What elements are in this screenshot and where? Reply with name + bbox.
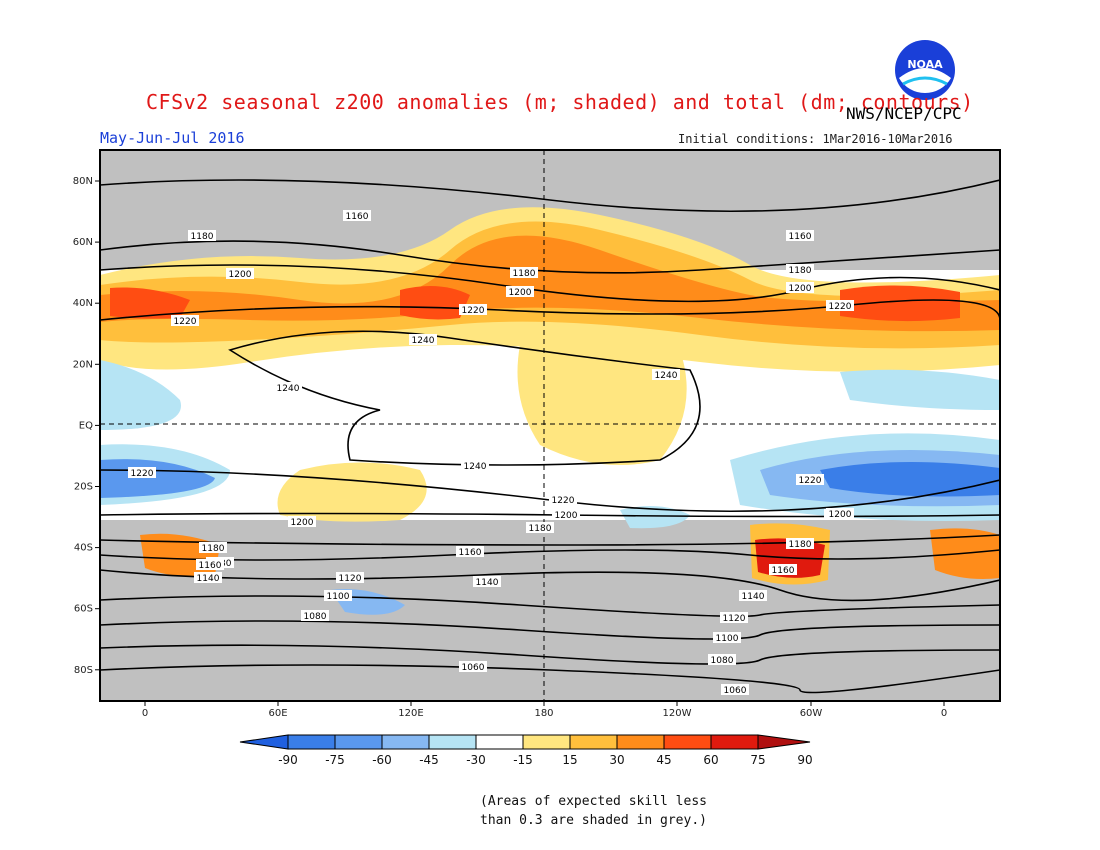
contour-label: 1240 [655,371,678,381]
forecast-period: May-Jun-Jul 2016 [100,129,245,147]
colorbar-label: -75 [325,753,345,767]
contour-label: 1140 [197,574,220,584]
contour-label: 1220 [829,302,852,312]
contour-label: 1140 [742,592,765,602]
contour-label: 1200 [555,511,578,521]
contour-label: 1160 [346,212,369,222]
colorbar-swatch [287,734,336,750]
contour-label: 1240 [464,462,487,472]
contour-label: 1220 [552,496,575,506]
colorbar-label: -45 [419,753,439,767]
map-title: CFSv2 seasonal z200 anomalies (m; shaded… [146,90,974,114]
colorbar-swatch [569,734,618,750]
colorbar-label: 90 [797,753,812,767]
lat-tick-label: 80N [73,176,93,187]
contour-label: 1240 [412,336,435,346]
colorbar-label: 15 [562,753,577,767]
contour-label: 1240 [277,384,300,394]
contour-label: 1100 [716,634,739,644]
colorbar-swatch [616,734,665,750]
lat-tick-label: 20S [74,482,93,493]
colorbar-swatch [663,734,712,750]
contour-label: 1160 [789,232,812,242]
noaa-logo-text: NOAA [907,58,943,71]
contour-label: 1160 [199,561,222,571]
colorbar-label: -30 [466,753,486,767]
org-label: NWS/NCEP/CPC [846,104,962,123]
contour-label: 1100 [327,592,350,602]
colorbar-swatch [710,734,759,750]
colorbar-label: 60 [703,753,718,767]
lat-tick-label: 40N [73,298,93,309]
colorbar-arrow-left [239,734,289,750]
colorbar-swatch [334,734,383,750]
contour-labels: 1160118011801160120012001180118012001200… [128,210,854,696]
noaa-logo: NOAA [893,38,957,102]
lon-tick-label: 0 [941,708,947,719]
initial-conditions: Initial conditions: 1Mar2016-10Mar2016 [678,132,953,146]
skill-note-line-2: than 0.3 are shaded in grey.) [480,813,707,828]
contour-label: 1200 [291,518,314,528]
contour-label: 1220 [131,469,154,479]
contour-label: 1120 [723,614,746,624]
lat-tick-label: 20N [73,359,93,370]
lat-tick-label: EQ [79,420,93,431]
lon-tick-label: 180 [534,708,553,719]
colorbar-label: 30 [609,753,624,767]
contour-label: 1200 [229,270,252,280]
contour-label: 1220 [799,476,822,486]
colorbar-label: 45 [656,753,671,767]
contour-label: 1180 [202,544,225,554]
colorbar-swatch [475,734,524,750]
contour-label: 1060 [724,686,747,696]
contour-label: 1180 [513,269,536,279]
contour-label: 1120 [339,574,362,584]
lon-tick-label: 120E [398,708,423,719]
contour-label: 1180 [191,232,214,242]
lon-tick-label: 60W [800,708,823,719]
contour-label: 1200 [789,284,812,294]
contour-label: 1200 [829,510,852,520]
contour-label: 1220 [462,306,485,316]
colorbar-label: -60 [372,753,392,767]
colorbar-swatch [381,734,430,750]
lat-tick-label: 40S [74,543,93,554]
skill-note-line-1: (Areas of expected skill less [480,794,707,809]
lon-tick-label: 120W [663,708,692,719]
colorbar-label: 75 [750,753,765,767]
contour-label: 1180 [789,540,812,550]
colorbar-arrow-right [757,734,811,750]
contour-label: 1080 [711,656,734,666]
colorbar-swatch [522,734,571,750]
lon-tick-label: 60E [268,708,287,719]
colorbar-swatch [428,734,477,750]
contour-label: 1180 [789,266,812,276]
colorbar-label: -15 [513,753,533,767]
contour-label: 1060 [462,663,485,673]
contour-label: 1080 [304,612,327,622]
longitude-ticks: 0 60E 120E 180 120W 60W 0 [142,701,947,719]
contour-label: 1180 [529,524,552,534]
contour-label: 1160 [772,566,795,576]
lat-tick-label: 60N [73,237,93,248]
colorbar-label: -90 [278,753,298,767]
lon-tick-label: 0 [142,708,148,719]
lat-tick-label: 60S [74,604,93,615]
contour-label: 1200 [509,288,532,298]
lat-tick-label: 80S [74,665,93,676]
skill-note: (Areas of expected skill less than 0.3 a… [480,792,707,830]
contour-label: 1220 [174,317,197,327]
latitude-ticks: 80N 60N 40N 20N EQ 20S 40S 60S 80S [73,176,100,676]
contour-label: 1140 [476,578,499,588]
colorbar: -90 -75 -60 -45 -30 -15 15 30 45 60 75 90 [239,734,813,767]
contour-label: 1160 [459,548,482,558]
